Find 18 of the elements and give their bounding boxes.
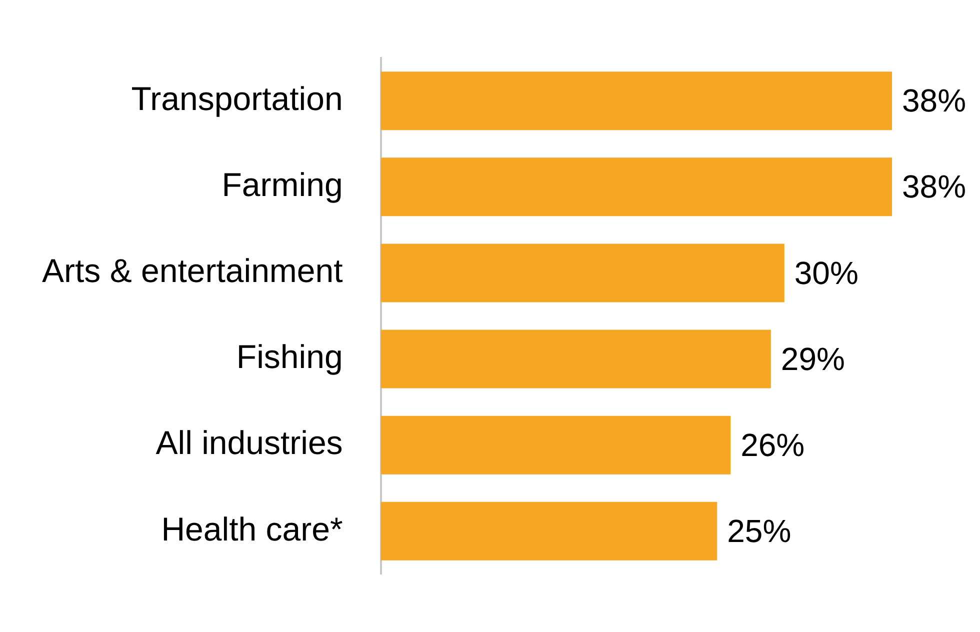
data-label: 25% <box>727 512 792 549</box>
y-tick-label: Farming <box>222 166 343 203</box>
data-label: 30% <box>794 254 858 291</box>
bar <box>380 158 892 216</box>
bar <box>380 72 892 130</box>
data-label: 38% <box>902 168 966 205</box>
y-tick-label: Transportation <box>131 80 343 117</box>
data-label: 38% <box>902 82 966 119</box>
y-tick-label: Health care* <box>161 510 343 548</box>
y-tick-label: Fishing <box>236 338 343 376</box>
y-tick-label: Arts & entertainment <box>42 252 343 290</box>
bar <box>380 416 731 474</box>
data-label: 26% <box>740 426 805 463</box>
bar <box>380 502 718 560</box>
bar <box>380 244 784 302</box>
y-tick-label: All industries <box>156 424 343 462</box>
bar <box>380 330 771 388</box>
data-label: 29% <box>780 340 845 377</box>
